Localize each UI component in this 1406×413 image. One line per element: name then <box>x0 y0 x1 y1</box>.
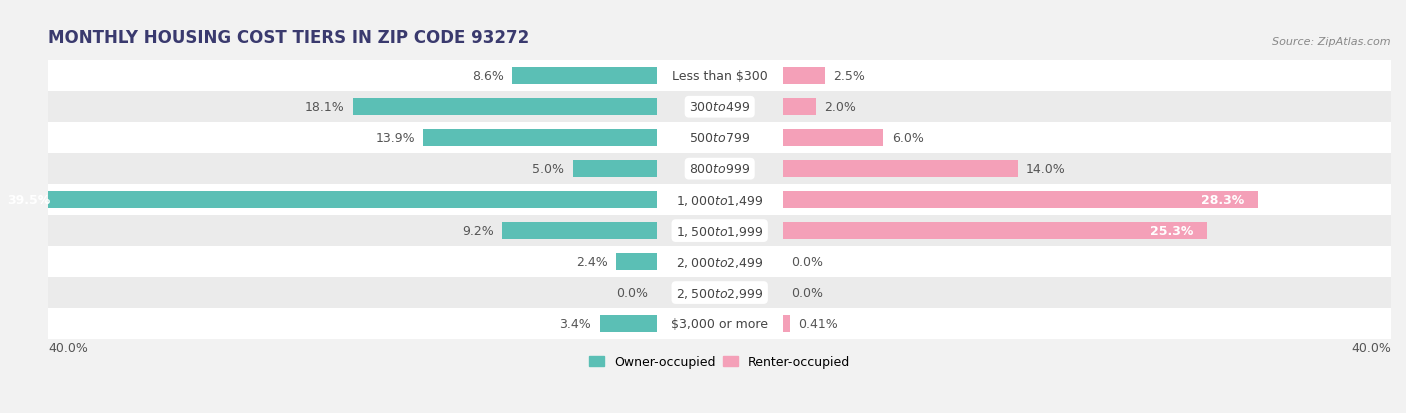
Text: $2,500 to $2,999: $2,500 to $2,999 <box>676 286 763 300</box>
Text: 18.1%: 18.1% <box>305 101 344 114</box>
Bar <box>48 308 1391 339</box>
Bar <box>48 123 1391 154</box>
Text: 6.0%: 6.0% <box>891 132 924 145</box>
Text: 0.41%: 0.41% <box>797 317 838 330</box>
Text: $800 to $999: $800 to $999 <box>689 163 751 176</box>
Text: 28.3%: 28.3% <box>1201 194 1244 206</box>
Text: $300 to $499: $300 to $499 <box>689 101 751 114</box>
Bar <box>48 61 1391 92</box>
Text: 39.5%: 39.5% <box>7 194 51 206</box>
Text: MONTHLY HOUSING COST TIERS IN ZIP CODE 93272: MONTHLY HOUSING COST TIERS IN ZIP CODE 9… <box>48 29 530 47</box>
Bar <box>783 315 790 332</box>
Bar <box>48 185 1391 216</box>
Text: $1,500 to $1,999: $1,500 to $1,999 <box>676 224 763 238</box>
Bar <box>48 247 1391 278</box>
Bar <box>600 315 657 332</box>
Text: $2,000 to $2,499: $2,000 to $2,499 <box>676 255 763 269</box>
Text: $500 to $799: $500 to $799 <box>689 132 751 145</box>
Bar <box>48 92 1391 123</box>
Bar <box>783 99 817 116</box>
Legend: Owner-occupied, Renter-occupied: Owner-occupied, Renter-occupied <box>583 350 855 373</box>
Text: 2.4%: 2.4% <box>576 256 607 268</box>
Text: 13.9%: 13.9% <box>375 132 415 145</box>
Text: 40.0%: 40.0% <box>48 342 89 355</box>
Bar <box>572 161 657 178</box>
Text: 0.0%: 0.0% <box>616 286 648 299</box>
Bar <box>48 278 1391 308</box>
Text: 40.0%: 40.0% <box>1351 342 1391 355</box>
Bar <box>783 223 1208 240</box>
Bar <box>783 192 1257 209</box>
Text: 9.2%: 9.2% <box>463 225 494 237</box>
Text: 8.6%: 8.6% <box>472 70 503 83</box>
Bar <box>0 192 657 209</box>
Text: Less than $300: Less than $300 <box>672 70 768 83</box>
Bar <box>48 216 1391 247</box>
Bar <box>616 254 657 271</box>
Text: 25.3%: 25.3% <box>1150 225 1194 237</box>
Bar <box>502 223 657 240</box>
Bar <box>783 130 883 147</box>
Text: 0.0%: 0.0% <box>792 286 823 299</box>
Bar <box>783 68 824 85</box>
Text: 2.0%: 2.0% <box>824 101 856 114</box>
Bar <box>783 161 1018 178</box>
Text: 0.0%: 0.0% <box>792 256 823 268</box>
Text: $3,000 or more: $3,000 or more <box>671 317 768 330</box>
Bar <box>423 130 657 147</box>
Bar <box>353 99 657 116</box>
Text: 5.0%: 5.0% <box>533 163 564 176</box>
Bar <box>512 68 657 85</box>
Text: 3.4%: 3.4% <box>560 317 592 330</box>
Bar <box>48 154 1391 185</box>
Text: Source: ZipAtlas.com: Source: ZipAtlas.com <box>1272 37 1391 47</box>
Text: $1,000 to $1,499: $1,000 to $1,499 <box>676 193 763 207</box>
Text: 2.5%: 2.5% <box>832 70 865 83</box>
Text: 14.0%: 14.0% <box>1026 163 1066 176</box>
